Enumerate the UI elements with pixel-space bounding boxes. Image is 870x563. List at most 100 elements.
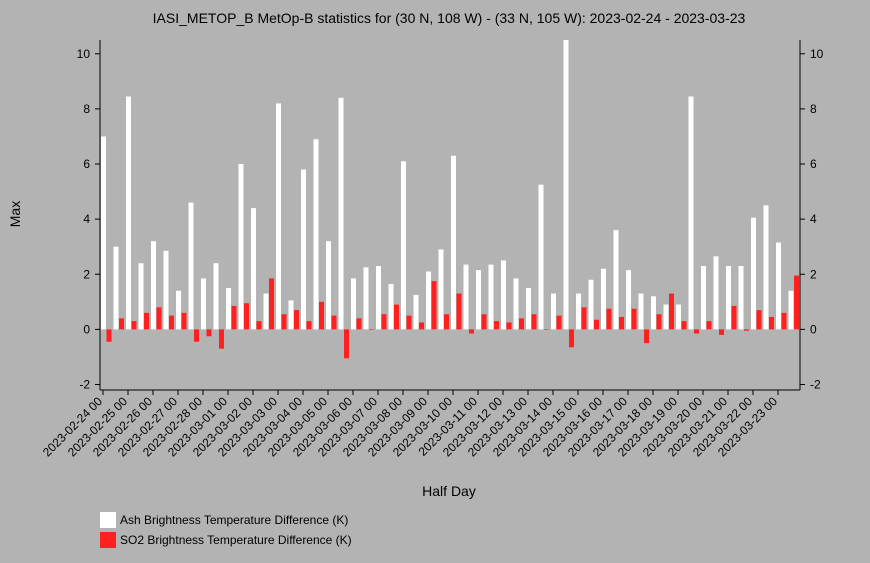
so2-bar bbox=[569, 329, 574, 348]
ash-bar bbox=[576, 293, 581, 330]
ash-bar bbox=[126, 96, 131, 330]
so2-bar bbox=[206, 329, 212, 337]
ash-bar bbox=[101, 136, 106, 330]
y-tick-label-right: 0 bbox=[810, 322, 817, 336]
so2-bar bbox=[719, 329, 724, 335]
so2-bar bbox=[281, 314, 287, 330]
ash-bar bbox=[338, 97, 344, 330]
y-tick-label-left: 2 bbox=[83, 267, 90, 281]
y-tick-label-right: 10 bbox=[810, 47, 824, 61]
so2-bar bbox=[119, 318, 124, 330]
ash-bar bbox=[788, 290, 794, 330]
y-tick-label-left: 4 bbox=[83, 212, 90, 226]
ash-bar bbox=[301, 169, 306, 330]
y-tick-label-right: 2 bbox=[810, 267, 817, 281]
y-tick-label-left: -2 bbox=[79, 377, 90, 391]
ash-bar bbox=[526, 288, 531, 330]
y-axis-label: Max bbox=[7, 201, 23, 227]
ash-bar bbox=[638, 293, 644, 330]
ash-bar bbox=[701, 265, 706, 330]
ash-bar bbox=[401, 161, 406, 330]
ash-bar bbox=[551, 293, 556, 330]
ash-bar bbox=[463, 264, 469, 330]
y-tick-label-left: 0 bbox=[83, 322, 90, 336]
ash-bar bbox=[376, 265, 381, 330]
ash-bar bbox=[188, 202, 194, 330]
ash-bar bbox=[563, 40, 569, 330]
so2-bar bbox=[606, 308, 612, 330]
so2-bar bbox=[456, 293, 462, 330]
ash-bar bbox=[688, 96, 694, 330]
ash-bar bbox=[388, 283, 394, 330]
so2-bar bbox=[369, 329, 374, 330]
ash-bar bbox=[426, 271, 431, 330]
so2-bar bbox=[319, 301, 324, 330]
so2-bar bbox=[519, 318, 524, 330]
ash-bar bbox=[501, 260, 506, 330]
so2-bar bbox=[694, 329, 699, 334]
legend-swatch-so2 bbox=[100, 532, 116, 548]
ash-bar bbox=[538, 184, 544, 330]
so2-bar bbox=[294, 310, 299, 330]
so2-bar bbox=[794, 275, 799, 330]
so2-bar bbox=[244, 303, 249, 330]
so2-bar bbox=[394, 304, 399, 330]
so2-bar bbox=[469, 329, 474, 334]
ash-bar bbox=[488, 264, 494, 330]
so2-bar bbox=[269, 278, 274, 330]
ash-bar bbox=[213, 263, 219, 330]
so2-bar bbox=[156, 307, 162, 330]
ash-bar bbox=[163, 250, 169, 330]
ash-bar bbox=[288, 300, 294, 330]
legend-label-ash: Ash Brightness Temperature Difference (K… bbox=[120, 513, 349, 527]
so2-bar bbox=[431, 281, 437, 330]
so2-bar bbox=[631, 308, 637, 330]
so2-bar bbox=[231, 305, 237, 330]
ash-bar bbox=[663, 304, 669, 330]
so2-bar bbox=[756, 310, 762, 330]
ash-bar bbox=[676, 304, 681, 330]
ash-bar bbox=[238, 164, 244, 330]
so2-bar bbox=[781, 312, 787, 330]
so2-bar bbox=[769, 316, 774, 330]
ash-bar bbox=[513, 278, 519, 330]
so2-bar bbox=[594, 319, 599, 330]
ash-bar bbox=[226, 288, 231, 330]
so2-bar bbox=[619, 316, 624, 330]
so2-bar bbox=[444, 314, 449, 330]
bars-group bbox=[101, 40, 799, 359]
ash-bar bbox=[476, 270, 481, 330]
ash-bar bbox=[251, 208, 256, 330]
so2-bar bbox=[419, 322, 424, 330]
so2-bar bbox=[506, 322, 512, 330]
so2-bar bbox=[706, 321, 712, 330]
so2-bar bbox=[331, 315, 337, 330]
y-tick-label-left: 8 bbox=[83, 102, 90, 116]
so2-bar bbox=[344, 329, 349, 359]
so2-bar bbox=[556, 315, 562, 330]
y-tick-label-right: 8 bbox=[810, 102, 817, 116]
so2-bar bbox=[356, 318, 362, 330]
so2-bar bbox=[406, 315, 412, 330]
so2-bar bbox=[131, 321, 137, 330]
ash-bar bbox=[413, 294, 419, 330]
ash-bar bbox=[151, 241, 156, 330]
so2-bar bbox=[656, 314, 662, 330]
so2-bar bbox=[744, 329, 749, 331]
ash-bar bbox=[751, 217, 756, 330]
so2-bar bbox=[144, 312, 149, 330]
legend-item-ash: Ash Brightness Temperature Difference (K… bbox=[100, 512, 348, 528]
ash-bar bbox=[776, 242, 781, 330]
y-tick-label-left: 6 bbox=[83, 157, 90, 171]
ash-bar bbox=[351, 278, 356, 330]
y-tick-label-left: 10 bbox=[77, 47, 91, 61]
so2-bar bbox=[531, 314, 537, 330]
y-tick-label-right: -2 bbox=[810, 377, 821, 391]
ash-bar bbox=[276, 103, 281, 330]
ash-bar bbox=[738, 265, 744, 330]
x-axis-label: Half Day bbox=[422, 483, 476, 499]
ash-bar bbox=[713, 256, 719, 330]
so2-bar bbox=[381, 314, 387, 330]
ash-bar bbox=[138, 263, 144, 330]
